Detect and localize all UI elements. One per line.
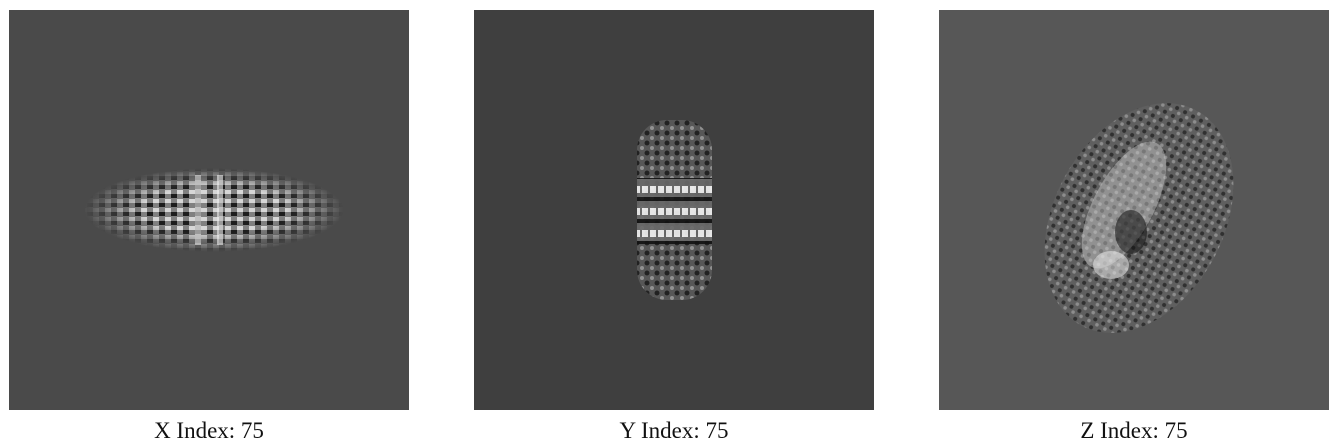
figure: X Index: 75 Y Index: 75 Z Index: 75 (() … [0, 0, 1329, 445]
z-slice-image [939, 10, 1329, 410]
x-slice-panel [9, 10, 409, 410]
x-slice-image [9, 10, 409, 410]
panel-label: Y Index: 75 [474, 418, 874, 444]
y-slice-panel [474, 10, 874, 410]
z-slice-panel [939, 10, 1329, 410]
panel-label: X Index: 75 [9, 418, 409, 444]
y-slice-image [474, 10, 874, 410]
panel-label: Z Index: 75 [939, 418, 1329, 444]
